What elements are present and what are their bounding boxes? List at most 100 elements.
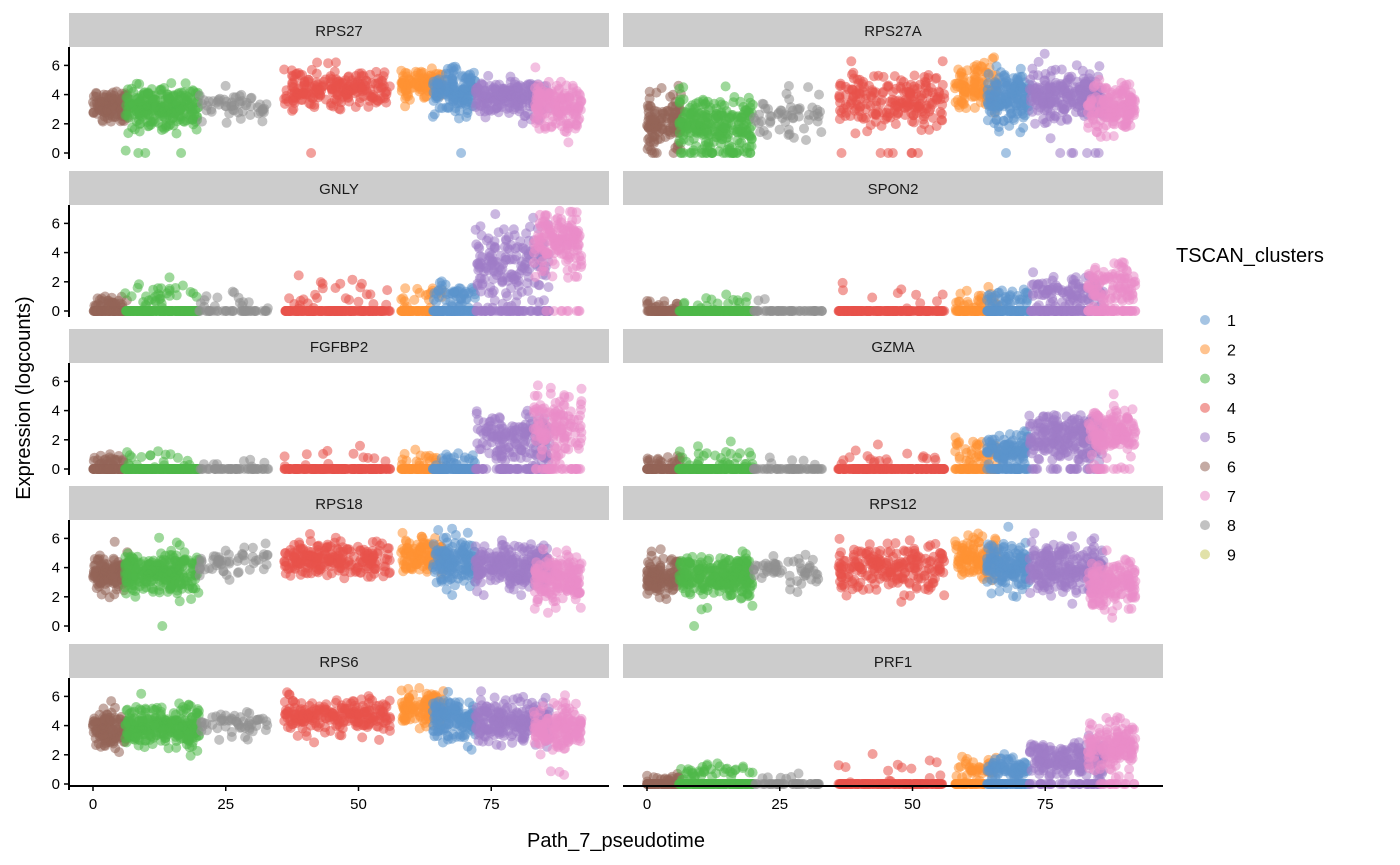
point-cluster-3	[120, 145, 131, 156]
point-cluster-4	[891, 83, 901, 94]
point-cluster-7	[568, 109, 579, 120]
point-cluster-3	[122, 105, 133, 116]
point-cluster-3	[178, 116, 189, 127]
point-cluster-5	[496, 306, 507, 316]
point-cluster-3	[169, 108, 180, 119]
point-cluster-3	[184, 110, 195, 121]
point-cluster-4	[904, 87, 915, 98]
point-cluster-4	[901, 306, 912, 316]
point-cluster-7	[1091, 126, 1102, 137]
point-cluster-4	[870, 116, 881, 127]
point-cluster-5	[521, 228, 532, 239]
point-cluster-7	[549, 248, 560, 259]
point-cluster-7	[1095, 115, 1106, 126]
point-cluster-2	[399, 296, 410, 307]
point-cluster-3	[734, 124, 745, 135]
point-cluster-7	[559, 100, 570, 111]
point-cluster-8	[786, 306, 797, 316]
point-cluster-8	[752, 306, 763, 316]
point-cluster-7	[1120, 86, 1131, 97]
point-cluster-1	[450, 103, 461, 113]
point-cluster-3	[188, 288, 199, 299]
point-cluster-4	[279, 64, 290, 75]
point-cluster-4	[871, 96, 882, 107]
point-cluster-4	[383, 306, 394, 316]
point-cluster-8	[799, 123, 809, 134]
point-cluster-5	[502, 103, 513, 114]
point-cluster-4	[309, 102, 320, 113]
point-cluster-5	[511, 297, 522, 308]
point-cluster-5	[490, 209, 501, 220]
point-cluster-3	[692, 306, 703, 316]
point-cluster-1	[986, 306, 997, 316]
point-cluster-4	[340, 75, 351, 86]
point-cluster-3	[135, 110, 145, 121]
point-cluster-4	[909, 70, 920, 81]
point-cluster-5	[503, 232, 514, 243]
point-cluster-1	[983, 69, 994, 80]
point-cluster-3	[180, 90, 191, 101]
point-cluster-2	[971, 60, 982, 71]
point-cluster-3	[164, 272, 175, 283]
point-cluster-5	[497, 275, 508, 286]
point-cluster-3	[678, 112, 688, 123]
point-cluster-8	[194, 306, 205, 316]
point-cluster-7	[1099, 97, 1110, 107]
point-cluster-1	[431, 297, 442, 308]
point-cluster-5	[504, 85, 515, 96]
point-cluster-8	[238, 297, 249, 308]
point-cluster-4	[330, 57, 341, 68]
point-cluster-6	[644, 296, 655, 307]
point-cluster-3	[161, 122, 172, 133]
point-cluster-4	[361, 306, 372, 316]
point-cluster-3	[142, 306, 153, 316]
point-cluster-7	[567, 206, 578, 217]
point-cluster-4	[937, 56, 948, 67]
point-cluster-7	[554, 205, 565, 216]
point-cluster-3	[714, 146, 724, 157]
point-cluster-5	[499, 241, 510, 252]
point-cluster-5	[1062, 77, 1073, 88]
point-cluster-6	[649, 138, 659, 149]
point-cluster-3	[690, 98, 701, 109]
point-cluster-3	[704, 118, 714, 129]
point-cluster-2	[426, 63, 437, 74]
point-cluster-2	[396, 82, 407, 93]
point-cluster-2	[972, 295, 983, 306]
point-cluster-3	[169, 90, 180, 101]
point-cluster-4	[323, 58, 334, 69]
point-cluster-4	[382, 285, 393, 296]
point-cluster-2	[419, 92, 429, 103]
point-cluster-8	[204, 306, 215, 316]
point-cluster-1	[433, 285, 444, 296]
point-cluster-8	[758, 125, 769, 136]
point-cluster-4	[878, 71, 889, 82]
point-cluster-6	[94, 295, 105, 305]
point-cluster-2	[404, 306, 415, 316]
point-cluster-5	[1046, 97, 1057, 107]
point-cluster-1	[990, 100, 1001, 111]
point-cluster-8	[788, 112, 799, 123]
facet-strip-label: RPS27	[315, 23, 363, 40]
point-cluster-2	[956, 95, 967, 106]
point-cluster-3	[676, 148, 687, 158]
point-cluster-7	[540, 211, 551, 221]
point-cluster-1	[460, 99, 471, 110]
point-cluster-1	[1008, 84, 1019, 95]
point-cluster-3	[153, 117, 164, 128]
point-cluster-6	[89, 99, 100, 110]
point-cluster-1	[990, 86, 1001, 97]
point-cluster-6	[665, 306, 675, 316]
point-cluster-2	[956, 72, 967, 82]
point-cluster-7	[553, 235, 564, 246]
point-cluster-8	[783, 81, 794, 91]
point-cluster-4	[312, 57, 323, 68]
point-cluster-4	[288, 71, 299, 82]
point-cluster-5	[1094, 61, 1105, 72]
point-cluster-5	[1055, 148, 1066, 158]
point-cluster-4	[311, 68, 322, 79]
point-cluster-1	[448, 286, 459, 297]
point-cluster-5	[1040, 75, 1050, 86]
point-cluster-7	[535, 82, 546, 93]
point-cluster-7	[545, 105, 556, 115]
